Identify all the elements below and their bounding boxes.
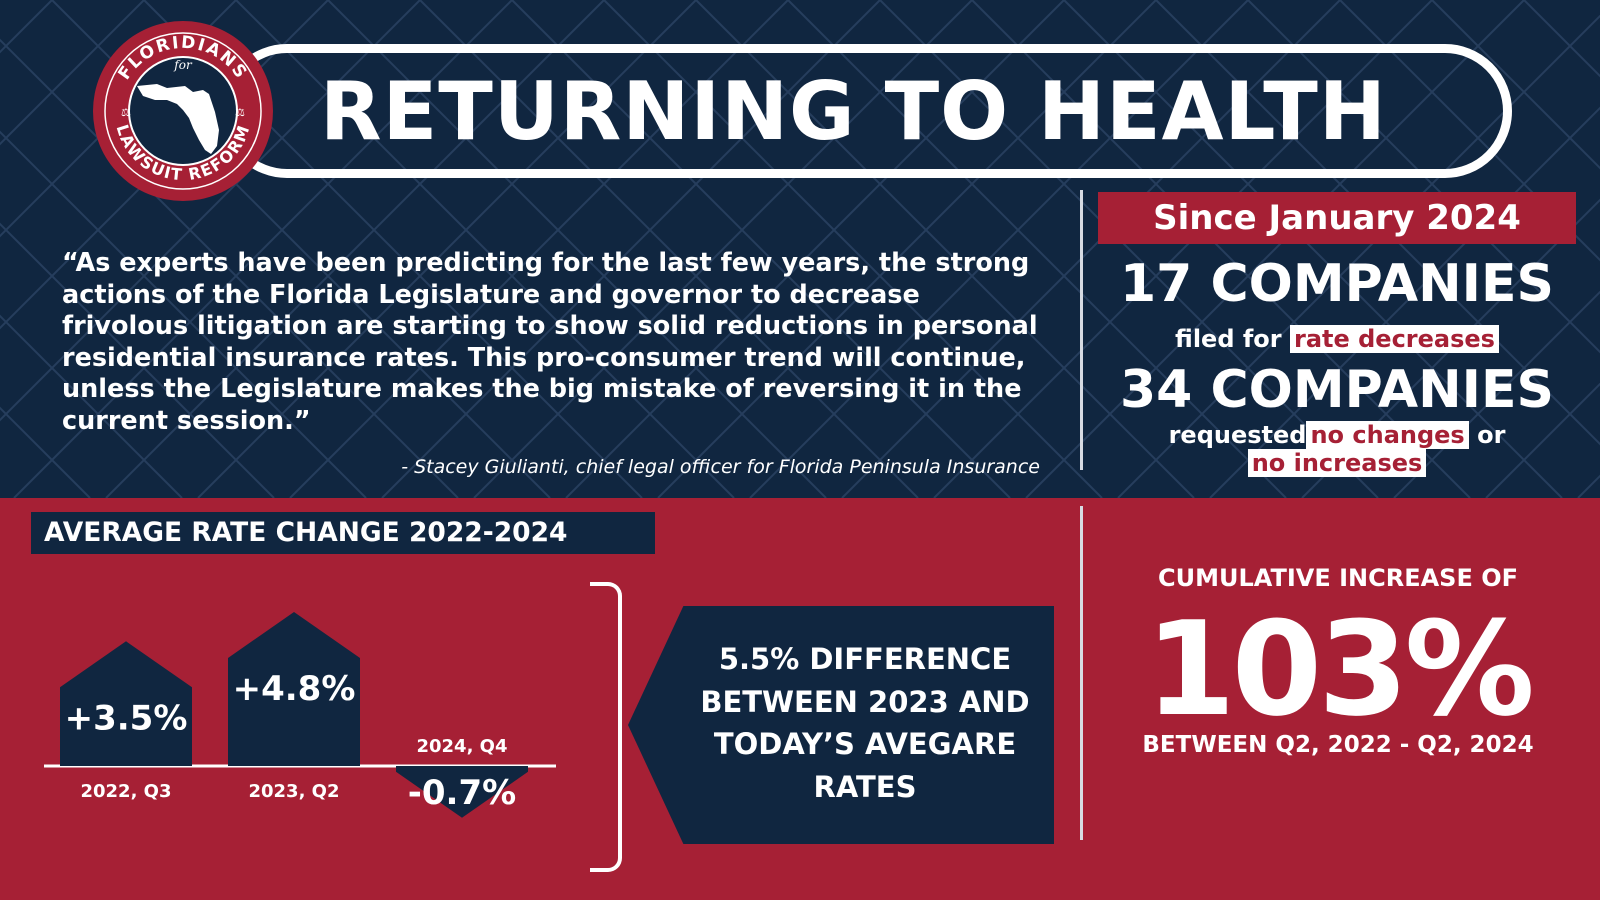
companies-count-decreases: 17 COMPANIES: [1119, 254, 1554, 314]
rate-change-section: AVERAGE RATE CHANGE 2022-2024 +3.5% 2022,…: [0, 498, 1600, 900]
bar-value-label: +3.5%: [65, 698, 188, 738]
scales-icon: ⚖: [235, 106, 245, 119]
cumulative-label: CUMULATIVE INCREASE OF: [1157, 564, 1518, 592]
logo-inner-disc: [128, 56, 238, 166]
quote-text: “As experts have been predicting for the…: [62, 248, 1038, 436]
vertical-divider: [1080, 506, 1083, 840]
bar-category-label: 2023, Q2: [248, 781, 339, 802]
bar-2: [228, 612, 360, 766]
requested-line: requested no changes or: [1095, 420, 1579, 450]
difference-callout: [628, 606, 1054, 844]
no-increases-line: no increases: [1095, 448, 1579, 478]
requested-or: or: [1477, 421, 1506, 449]
rate-change-chart: +3.5% 2022, Q3 +4.8% 2023, Q2 -0.7% 2024, Q4: [44, 612, 556, 818]
filed-line: filed for rate decreases: [1095, 322, 1579, 356]
bar-category-label: 2024, Q4: [416, 736, 507, 757]
bracket: [590, 582, 622, 872]
logo: FLORIDIANS LAWSUIT REFORM for ⚖ ⚖: [93, 21, 273, 201]
bar-1: [60, 641, 192, 766]
florida-state-icon: [137, 84, 219, 154]
companies-count-no-changes: 34 COMPANIES: [1119, 360, 1554, 420]
chart-title: AVERAGE RATE CHANGE 2022-2024: [31, 512, 655, 554]
bar-category-label: 2022, Q3: [80, 781, 171, 802]
filed-prefix: filed for: [1175, 325, 1282, 353]
scales-icon: ⚖: [121, 106, 131, 119]
cumulative-value: 103%: [1145, 593, 1535, 745]
requested-prefix: requested: [1168, 421, 1307, 449]
header-section: RETURNING TO HEALTH FLORIDIANS LAWSUIT R…: [0, 0, 1600, 498]
difference-text: 5.5% DIFFERENCE BETWEEN 2023 AND TODAY’S…: [700, 642, 1030, 804]
bar-3: [396, 766, 528, 818]
no-changes-highlight: no changes: [1306, 421, 1469, 449]
logo-middle-text: for: [173, 58, 193, 72]
background-pattern: [0, 0, 1600, 498]
cumulative-range: BETWEEN Q2, 2022 - Q2, 2024: [1142, 732, 1534, 758]
bar-value-label: +4.8%: [233, 669, 356, 709]
vertical-divider: [1080, 190, 1083, 470]
quote-attribution: - Stacey Giulianti, chief legal officer …: [401, 456, 1040, 478]
page-title: RETURNING TO HEALTH: [320, 65, 1387, 158]
no-increases-highlight: no increases: [1247, 449, 1427, 477]
bar-value-label: -0.7%: [408, 773, 516, 813]
rate-decreases-highlight: rate decreases: [1289, 325, 1499, 353]
since-heading: Since January 2024: [1098, 192, 1576, 244]
